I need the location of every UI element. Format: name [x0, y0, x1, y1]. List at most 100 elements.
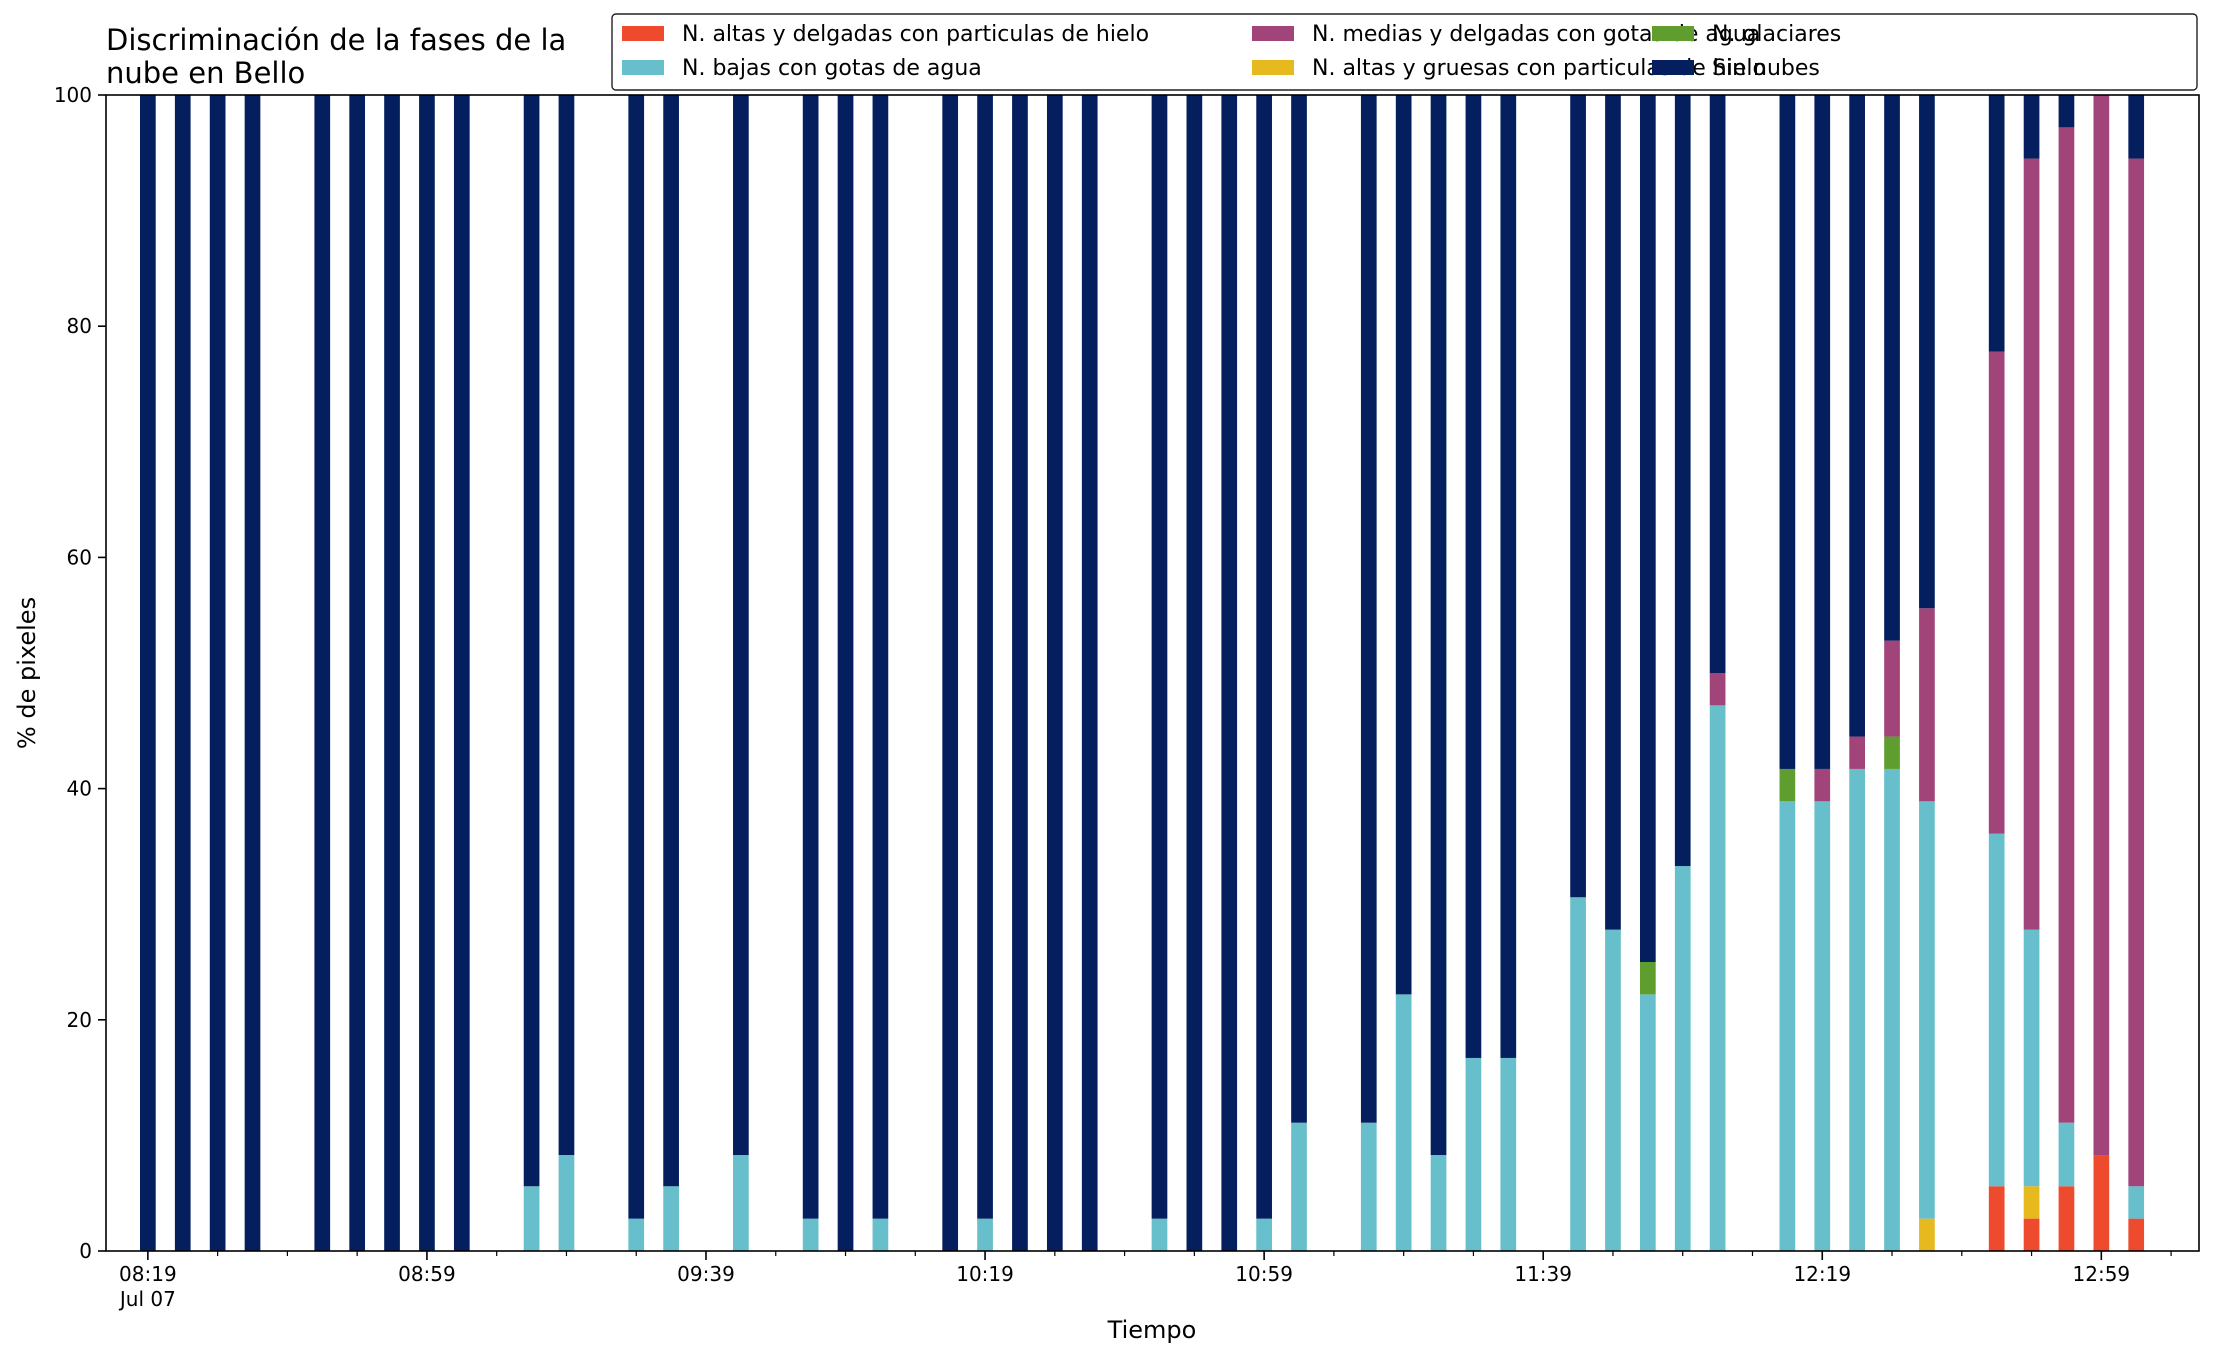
bar-segment-30-5 [1465, 95, 1482, 1058]
legend-label-0: N. altas y delgadas con particulas de hi… [682, 22, 1149, 47]
bar-segment-34-5 [1639, 95, 1656, 962]
bar-segment-36-4 [1709, 673, 1726, 706]
legend-swatch-3 [1652, 26, 1694, 41]
bar-segment-19-5 [1012, 95, 1028, 1251]
bar-segment-10-2 [558, 1155, 575, 1251]
bar-segment-23-5 [1186, 95, 1203, 1251]
bar-segment-22-5 [1151, 95, 1168, 1219]
bar-segment-7-5 [419, 95, 435, 1251]
chart-title-line-2: nube en Bello [106, 56, 305, 90]
bar-segment-40-5 [1884, 95, 1900, 641]
bar-segment-41-4 [1919, 608, 1935, 802]
bar-segment-38-4 [1814, 768, 1831, 802]
legend-swatch-4 [1252, 26, 1294, 41]
bar-segment-28-2 [1395, 994, 1412, 1251]
bar-segment-18-2 [977, 1218, 993, 1251]
bar-segment-44-4 [2058, 127, 2075, 1123]
bar-segment-44-0 [2058, 1186, 2075, 1251]
bar-segment-13-2 [733, 1155, 749, 1251]
y-tick-label: 20 [67, 1008, 92, 1032]
legend: N. altas y delgadas con particulas de hi… [611, 13, 2198, 91]
bar-segment-39-5 [1849, 95, 1865, 737]
legend-label-3: N. glaciares [1712, 22, 1841, 47]
bar-segment-32-2 [1570, 897, 1586, 1251]
y-axis: 0 20 40 60 80 100 [54, 83, 106, 1263]
bar-segment-16-5 [872, 95, 889, 1219]
bar-segment-40-3 [1884, 736, 1900, 769]
bar-segment-31-5 [1500, 95, 1517, 1058]
bar-segment-46-5 [2128, 95, 2145, 159]
bar-segment-9-5 [523, 95, 540, 1187]
bar-segment-40-4 [1884, 640, 1900, 737]
bar-segment-44-5 [2058, 95, 2075, 128]
bar-segment-18-5 [977, 95, 993, 1219]
bar-segment-39-4 [1849, 736, 1865, 769]
legend-swatch-0 [622, 26, 664, 41]
x-tick-label: 12:59 [2073, 1262, 2131, 1286]
bar-segment-3-5 [244, 95, 261, 1251]
bar-segment-8-5 [453, 95, 470, 1251]
x-tick-label: 12:19 [1793, 1262, 1851, 1286]
bar-segment-34-2 [1639, 994, 1656, 1251]
bar-segment-37-3 [1779, 768, 1796, 802]
y-tick-label: 60 [67, 545, 92, 569]
bar-segment-17-5 [942, 95, 959, 1251]
bar-segment-27-2 [1360, 1122, 1377, 1251]
bar-segment-39-2 [1849, 768, 1865, 1251]
y-axis-label: % de pixeles [13, 597, 41, 749]
bar-segment-11-5 [628, 95, 645, 1219]
bar-segment-46-0 [2128, 1218, 2145, 1251]
bar-segment-14-2 [802, 1218, 819, 1251]
bar-segment-25-5 [1256, 95, 1272, 1219]
bar-segment-43-0 [2023, 1218, 2040, 1251]
chart-title-line-1: Discriminación de la fases de la [106, 23, 566, 57]
bar-segment-33-5 [1605, 95, 1621, 930]
bar-segment-32-5 [1570, 95, 1586, 898]
x-tick-label: 10:19 [956, 1262, 1014, 1286]
bar-segment-43-4 [2023, 158, 2040, 930]
bar-segment-33-2 [1605, 929, 1621, 1251]
bar-segment-29-2 [1430, 1155, 1447, 1251]
bar-segment-36-5 [1709, 95, 1726, 673]
bar-segment-41-5 [1919, 95, 1935, 609]
bar-segment-21-5 [1081, 95, 1098, 1251]
bar-segment-28-5 [1395, 95, 1412, 995]
x-tick-label: 09:39 [677, 1262, 735, 1286]
legend-label-5: Sin nubes [1712, 56, 1820, 81]
bar-segment-5-5 [349, 95, 366, 1251]
bar-segment-38-5 [1814, 95, 1831, 769]
x-tick-label: 11:39 [1514, 1262, 1572, 1286]
bar-segment-9-2 [523, 1186, 540, 1251]
legend-label-2: N. bajas con gotas de agua [682, 56, 982, 81]
y-tick-label: 40 [67, 777, 92, 801]
bar-segment-41-2 [1919, 801, 1935, 1219]
bar-segment-31-2 [1500, 1057, 1517, 1251]
bar-segment-4-5 [314, 95, 331, 1251]
x-date-label: Jul 07 [118, 1287, 176, 1311]
chart-title: Discriminación de la fases de la nube en… [106, 23, 566, 90]
bar-segment-37-2 [1779, 801, 1796, 1251]
bar-segment-0-5 [140, 95, 156, 1251]
x-tick-label: 08:19 [119, 1262, 177, 1286]
bar-segment-46-2 [2128, 1186, 2145, 1219]
bar-segment-15-5 [837, 95, 854, 1251]
y-tick-label: 0 [79, 1239, 92, 1263]
bar-segment-30-2 [1465, 1057, 1482, 1251]
bar-segment-36-2 [1709, 705, 1726, 1251]
bar-segment-2-5 [209, 95, 226, 1251]
bar-segment-29-5 [1430, 95, 1447, 1156]
bar-segment-37-5 [1779, 95, 1796, 769]
bar-segment-42-4 [1988, 351, 2005, 834]
bar-segment-24-5 [1221, 95, 1238, 1251]
bar-segment-12-5 [663, 95, 679, 1187]
bar-segment-22-2 [1151, 1218, 1168, 1251]
bar-segment-25-2 [1256, 1218, 1272, 1251]
legend-box [611, 13, 2198, 91]
bar-segment-35-5 [1674, 95, 1691, 867]
bar-segment-42-0 [1988, 1186, 2005, 1251]
bar-segment-43-2 [2023, 929, 2040, 1187]
bar-segment-40-2 [1884, 768, 1900, 1251]
plot-area-frame [105, 94, 2200, 1252]
y-tick-label: 100 [54, 83, 92, 107]
